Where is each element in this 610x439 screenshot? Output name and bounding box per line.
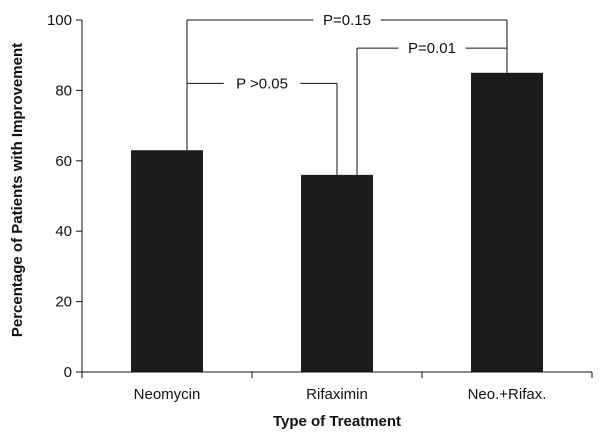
bar-neomycin: [131, 150, 203, 372]
bar-rifaximin: [301, 174, 373, 372]
x-tick-label: Neo.+Rifax.: [468, 386, 547, 403]
p-value-label: P >0.05: [236, 75, 288, 92]
y-axis-title: Percentage of Patients with Improvement: [9, 43, 26, 337]
bars-group: [131, 72, 543, 373]
y-tick-label: 40: [55, 223, 72, 240]
y-tick-label: 60: [55, 153, 72, 170]
x-axis-title: Type of Treatment: [273, 413, 401, 430]
x-tick-label: Neomycin: [134, 386, 201, 403]
y-tick-label: 20: [55, 294, 72, 311]
y-tick-label: 80: [55, 82, 72, 99]
x-tick-label: Rifaximin: [306, 386, 368, 403]
y-tick-label: 100: [47, 12, 72, 29]
annotations-group: P >0.05 P=0.01 P=0.15: [186, 12, 508, 175]
p-value-label: P=0.01: [408, 40, 456, 57]
bar-neo-rifax-: [471, 72, 543, 373]
p-value-label: P=0.15: [323, 12, 371, 29]
y-tick-label: 0: [64, 364, 72, 381]
axes-group: 0 20 40 60 80 100 Neomycin Rifaximin Neo.+Rifax.: [47, 12, 593, 403]
